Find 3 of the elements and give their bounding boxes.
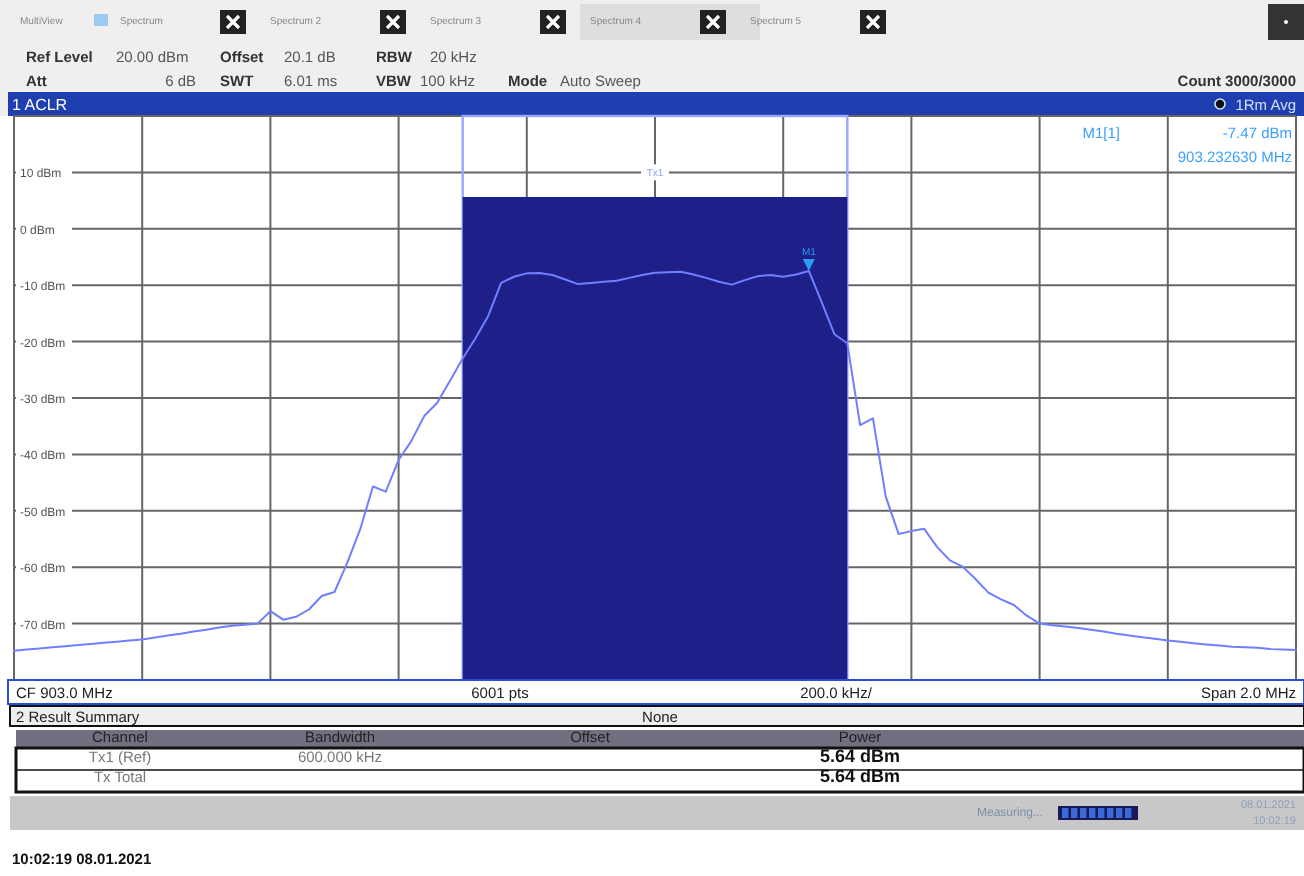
chart-title: 1 ACLR [12,96,68,114]
text: 5.64 dBm [819,746,901,766]
text: 5.64 dBm [819,766,901,786]
